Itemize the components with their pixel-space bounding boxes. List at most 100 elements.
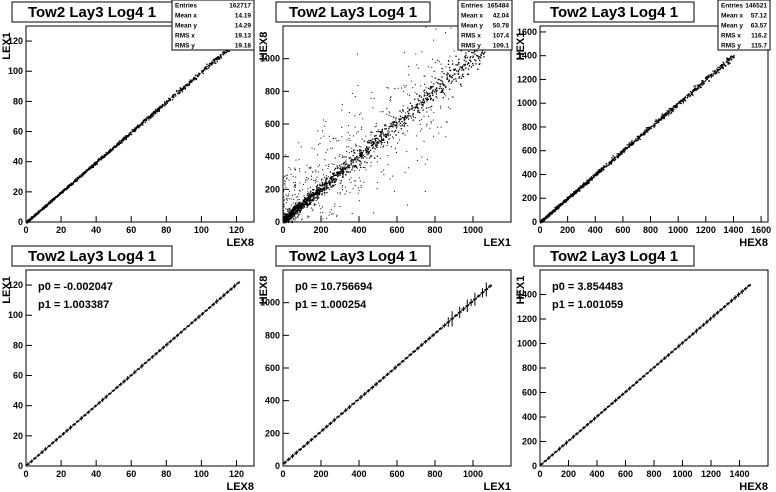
- title-frame: [275, 1, 431, 23]
- data-point: [365, 149, 367, 151]
- data-point: [347, 124, 349, 126]
- data-point: [312, 192, 314, 194]
- data-point: [285, 219, 288, 222]
- data-point: [403, 117, 405, 120]
- data-point: [341, 168, 343, 170]
- data-point: [709, 75, 712, 77]
- data-point: [325, 187, 328, 189]
- data-point: [294, 185, 296, 187]
- data-point: [562, 203, 564, 205]
- data-point: [384, 128, 386, 130]
- data-point: [395, 117, 397, 119]
- data-point: [633, 141, 635, 144]
- data-point: [331, 179, 334, 182]
- data-point: [319, 183, 321, 186]
- data-point: [402, 123, 404, 125]
- data-point: [372, 141, 375, 143]
- data-point: [393, 131, 396, 133]
- data-point: [397, 131, 399, 133]
- data-point: [471, 51, 473, 54]
- data-point: [336, 214, 338, 216]
- data-point: [310, 193, 313, 195]
- data-point: [171, 95, 174, 97]
- data-point: [305, 203, 308, 206]
- data-point: [593, 173, 596, 176]
- x-tick-label: 60: [126, 469, 136, 479]
- data-point: [577, 190, 579, 192]
- data-point: [91, 165, 93, 167]
- data-point: [323, 184, 325, 186]
- data-point: [314, 193, 316, 195]
- data-point: [299, 206, 301, 208]
- data-point: [559, 204, 561, 206]
- y-tick-label: 1000: [260, 298, 280, 308]
- data-point: [682, 100, 685, 102]
- data-point: [714, 73, 716, 75]
- data-point: [640, 133, 642, 135]
- data-point: [655, 119, 657, 121]
- data-point: [389, 138, 391, 140]
- data-point: [315, 193, 317, 196]
- data-point: [283, 196, 285, 198]
- stat-value: 14.19: [235, 13, 252, 20]
- data-point: [360, 166, 362, 169]
- data-point: [338, 172, 340, 174]
- data-point: [422, 99, 424, 101]
- data-point: [332, 175, 334, 178]
- x-tick-label: 800: [427, 225, 442, 235]
- data-point: [458, 68, 461, 70]
- data-point: [316, 188, 319, 191]
- data-point: [694, 87, 696, 89]
- data-point: [299, 170, 301, 172]
- data-point: [311, 147, 313, 149]
- data-point: [355, 159, 357, 161]
- data-point: [299, 201, 301, 204]
- data-point: [542, 218, 544, 220]
- data-point: [592, 174, 594, 176]
- data-point: [451, 80, 453, 82]
- data-point: [394, 121, 396, 123]
- data-point: [53, 199, 55, 201]
- data-point: [407, 110, 409, 113]
- data-point: [561, 202, 564, 204]
- data-point: [389, 125, 391, 128]
- x-tick-label: 0: [280, 469, 285, 479]
- data-point: [94, 162, 96, 164]
- data-point: [380, 136, 382, 138]
- data-point: [111, 149, 114, 151]
- data-point: [317, 166, 319, 168]
- data-point: [284, 181, 286, 183]
- data-point: [380, 171, 382, 173]
- data-point: [365, 135, 367, 137]
- data-point: [332, 213, 334, 215]
- data-point: [683, 98, 686, 100]
- data-point: [316, 187, 318, 189]
- data-point: [350, 160, 353, 163]
- data-point: [193, 79, 195, 81]
- data-point: [350, 159, 352, 162]
- data-point: [202, 70, 204, 72]
- data-point: [416, 105, 418, 107]
- data-point: [179, 91, 181, 94]
- data-point: [217, 57, 219, 59]
- data-point: [304, 171, 306, 173]
- data-point: [662, 114, 664, 116]
- data-point: [417, 111, 419, 113]
- data-point: [407, 118, 410, 120]
- data-point: [339, 172, 341, 175]
- data-point: [294, 202, 296, 204]
- data-point: [337, 172, 339, 174]
- data-point: [690, 92, 692, 94]
- y-tick-label: 80: [13, 340, 23, 350]
- data-point: [415, 117, 417, 119]
- data-point: [283, 221, 285, 223]
- data-point: [309, 194, 311, 196]
- data-point: [354, 126, 356, 128]
- data-point: [322, 119, 324, 121]
- data-point: [65, 188, 67, 191]
- data-point: [669, 107, 671, 110]
- data-point: [301, 202, 304, 204]
- data-point: [392, 123, 395, 126]
- data-point: [376, 141, 378, 144]
- data-point: [213, 62, 216, 64]
